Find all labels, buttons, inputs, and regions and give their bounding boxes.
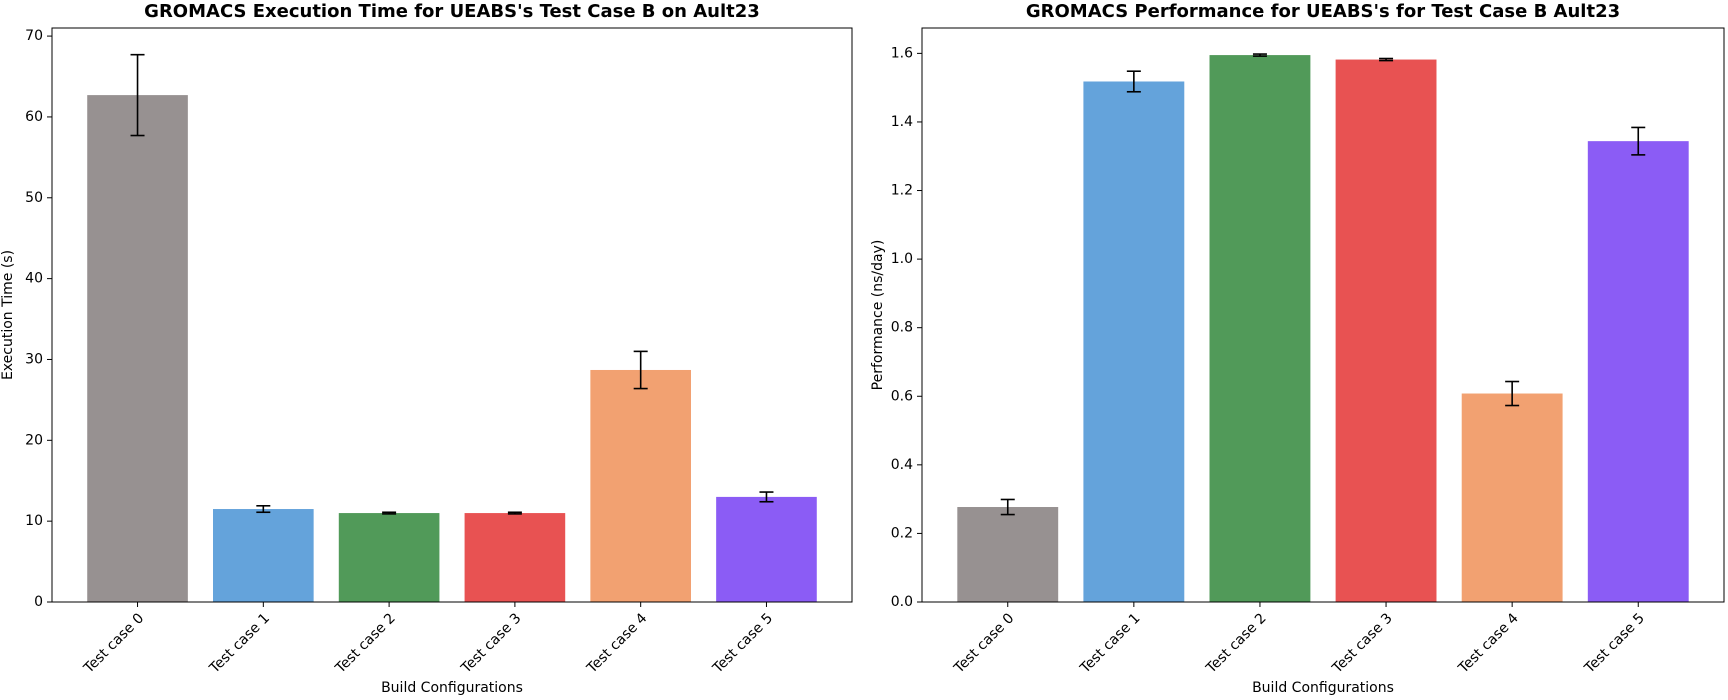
error-bar <box>1252 53 1267 57</box>
y-tick-label: 1.2 <box>891 183 913 199</box>
x-tick-label: Test case 1 <box>1077 610 1144 677</box>
x-tick-label: Test case 2 <box>1203 610 1270 677</box>
x-tick-label: Test case 0 <box>951 610 1018 677</box>
error-bar <box>759 491 774 503</box>
x-tick-label: Test case 0 <box>80 610 147 677</box>
x-tick-label: Test case 5 <box>1581 610 1648 677</box>
bar <box>1587 141 1689 603</box>
y-tick-label: 20 <box>25 432 43 448</box>
y-tick-label: 50 <box>25 190 43 206</box>
x-tick-label: Test case 1 <box>206 610 273 677</box>
error-bar <box>1379 57 1394 62</box>
y-tick-label: 1.6 <box>891 45 913 61</box>
error-bar <box>1000 498 1015 516</box>
bar <box>338 513 440 602</box>
y-tick-label: 60 <box>25 109 43 125</box>
y-axis-label: Performance (ns/day) <box>870 240 886 391</box>
y-tick-label: 0.6 <box>891 388 913 404</box>
chart-title: GROMACS Execution Time for UEABS's Test … <box>144 1 760 22</box>
error-bar <box>382 511 397 515</box>
bar <box>957 507 1059 602</box>
y-axis-label: Execution Time (s) <box>0 250 16 380</box>
bar <box>590 369 691 602</box>
x-tick-label: Test case 2 <box>332 610 399 677</box>
y-tick-label: 1.4 <box>891 114 913 130</box>
error-bar <box>507 511 522 515</box>
error-bar <box>1631 126 1646 156</box>
y-tick-label: 70 <box>25 28 43 44</box>
x-tick-label: Test case 3 <box>458 610 525 677</box>
y-tick-label: 0 <box>34 594 43 610</box>
y-tick-label: 40 <box>25 271 43 287</box>
bar <box>213 509 314 602</box>
plot-frame <box>921 27 1725 603</box>
x-tick-label: Test case 5 <box>709 610 776 677</box>
y-tick-label: 0.8 <box>891 320 913 336</box>
bar <box>1461 393 1563 602</box>
error-bar <box>1126 70 1141 93</box>
bar <box>87 95 188 602</box>
error-bar <box>1505 380 1520 407</box>
chart-title: GROMACS Performance for UEABS's for Test… <box>1026 1 1620 22</box>
x-tick-label: Test case 4 <box>1455 610 1522 677</box>
y-tick-label: 30 <box>25 351 43 367</box>
x-axis-label: Build Configurations <box>1252 680 1394 696</box>
error-bar <box>633 350 648 390</box>
error-bar <box>256 504 271 514</box>
x-axis-label: Build Configurations <box>381 680 523 696</box>
x-tick-label: Test case 4 <box>583 610 650 677</box>
y-tick-label: 1.0 <box>891 251 913 267</box>
bar <box>464 513 566 602</box>
bar <box>716 496 817 602</box>
y-tick-label: 10 <box>25 513 43 529</box>
y-tick-label: 0.0 <box>891 594 913 610</box>
y-tick-label: 0.2 <box>891 525 913 541</box>
x-tick-label: Test case 3 <box>1329 610 1396 677</box>
plot-frame <box>51 27 853 603</box>
error-bar <box>130 53 145 137</box>
bar <box>1083 81 1185 603</box>
bar <box>1335 59 1437 602</box>
bar <box>1209 55 1311 603</box>
y-tick-label: 0.4 <box>891 457 913 473</box>
